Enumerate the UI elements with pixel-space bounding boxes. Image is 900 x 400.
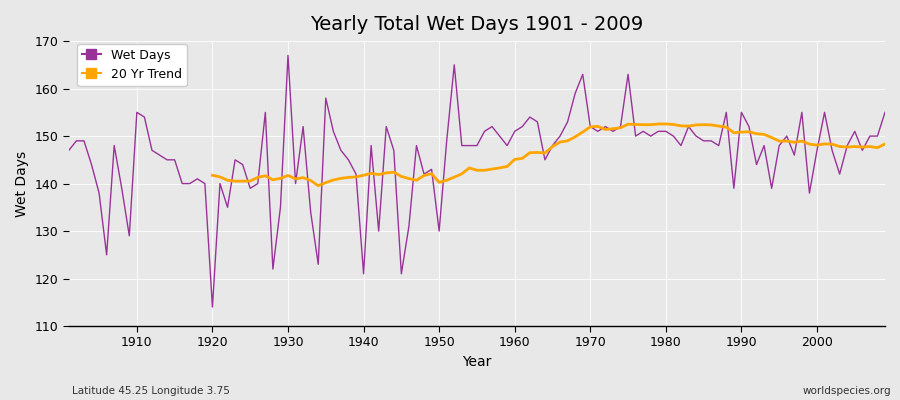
Text: Latitude 45.25 Longitude 3.75: Latitude 45.25 Longitude 3.75 [72,386,230,396]
Legend: Wet Days, 20 Yr Trend: Wet Days, 20 Yr Trend [77,44,187,86]
Y-axis label: Wet Days: Wet Days [15,150,29,217]
Text: worldspecies.org: worldspecies.org [803,386,891,396]
Title: Yearly Total Wet Days 1901 - 2009: Yearly Total Wet Days 1901 - 2009 [310,15,644,34]
X-axis label: Year: Year [463,355,491,369]
